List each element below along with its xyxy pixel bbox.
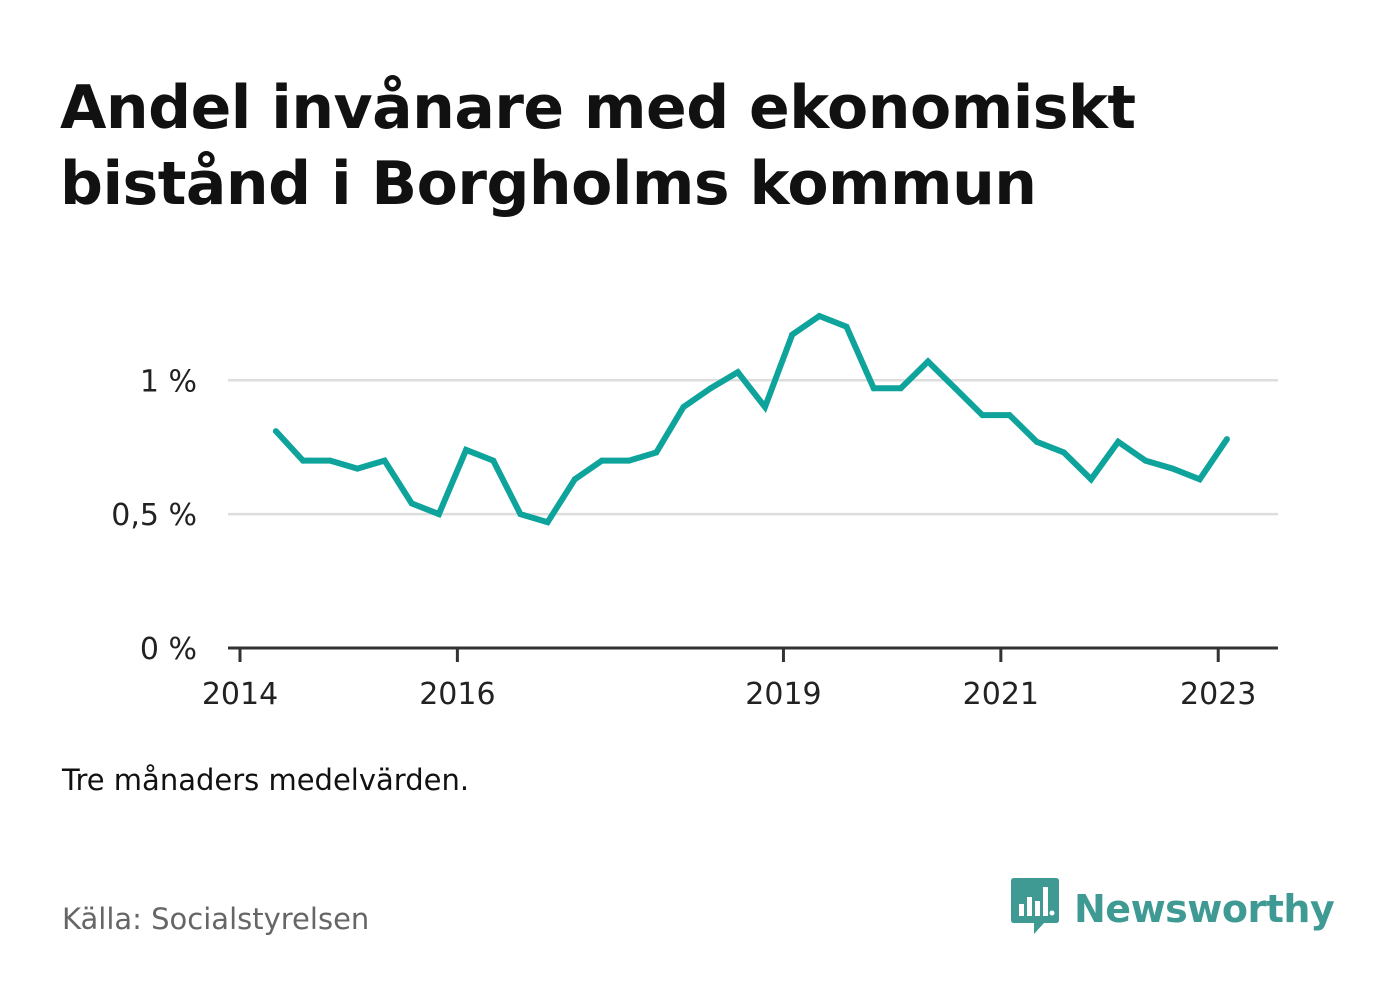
x-tick-label: 2019 bbox=[745, 677, 821, 712]
series-line bbox=[273, 312, 1230, 526]
newsworthy-logo-icon bbox=[1010, 876, 1060, 942]
x-tick-label: 2014 bbox=[202, 677, 278, 712]
data-point bbox=[870, 385, 877, 392]
data-point bbox=[381, 457, 388, 464]
chart-note: Tre månaders medelvärden. bbox=[62, 763, 470, 797]
data-point bbox=[1115, 438, 1122, 445]
y-tick-label: 0 % bbox=[140, 632, 197, 667]
data-point bbox=[816, 313, 823, 319]
y-tick-label: 0,5 % bbox=[111, 498, 197, 533]
data-point bbox=[327, 457, 334, 464]
data-point bbox=[354, 465, 361, 472]
data-point bbox=[952, 385, 959, 392]
data-point bbox=[680, 404, 687, 411]
data-point bbox=[979, 412, 986, 419]
y-tick-label: 1 % bbox=[140, 364, 197, 399]
data-point bbox=[272, 428, 279, 435]
data-point bbox=[1223, 436, 1230, 443]
data-point bbox=[653, 449, 660, 456]
data-point bbox=[1142, 457, 1149, 464]
data-point bbox=[1169, 465, 1176, 472]
data-point bbox=[1060, 449, 1067, 456]
data-point bbox=[571, 476, 578, 483]
data-point bbox=[843, 323, 850, 330]
data-point bbox=[517, 511, 524, 518]
data-point bbox=[707, 385, 714, 392]
data-point bbox=[463, 446, 470, 453]
data-point bbox=[544, 519, 551, 526]
data-point bbox=[598, 457, 605, 464]
data-point bbox=[408, 500, 415, 507]
x-tick-label: 2023 bbox=[1180, 677, 1256, 712]
x-tick-label: 2016 bbox=[419, 677, 495, 712]
chart-title: Andel invånare med ekonomiskt bistånd i … bbox=[60, 73, 1136, 219]
x-tick-label: 2021 bbox=[963, 677, 1039, 712]
data-point bbox=[761, 404, 768, 411]
data-point bbox=[490, 457, 497, 464]
data-point bbox=[300, 457, 307, 464]
data-point bbox=[734, 369, 741, 376]
data-point bbox=[435, 511, 442, 518]
brand-logo[interactable]: Newsworthy bbox=[1010, 876, 1335, 942]
data-point bbox=[1196, 476, 1203, 483]
data-point bbox=[626, 457, 633, 464]
brand-name: Newsworthy bbox=[1074, 887, 1335, 931]
data-point bbox=[1006, 412, 1013, 419]
data-point bbox=[925, 358, 932, 365]
data-point bbox=[897, 385, 904, 392]
source-credit: Källa: Socialstyrelsen bbox=[62, 902, 370, 936]
data-point bbox=[789, 331, 796, 338]
data-point bbox=[1033, 438, 1040, 445]
data-point bbox=[1088, 476, 1095, 483]
